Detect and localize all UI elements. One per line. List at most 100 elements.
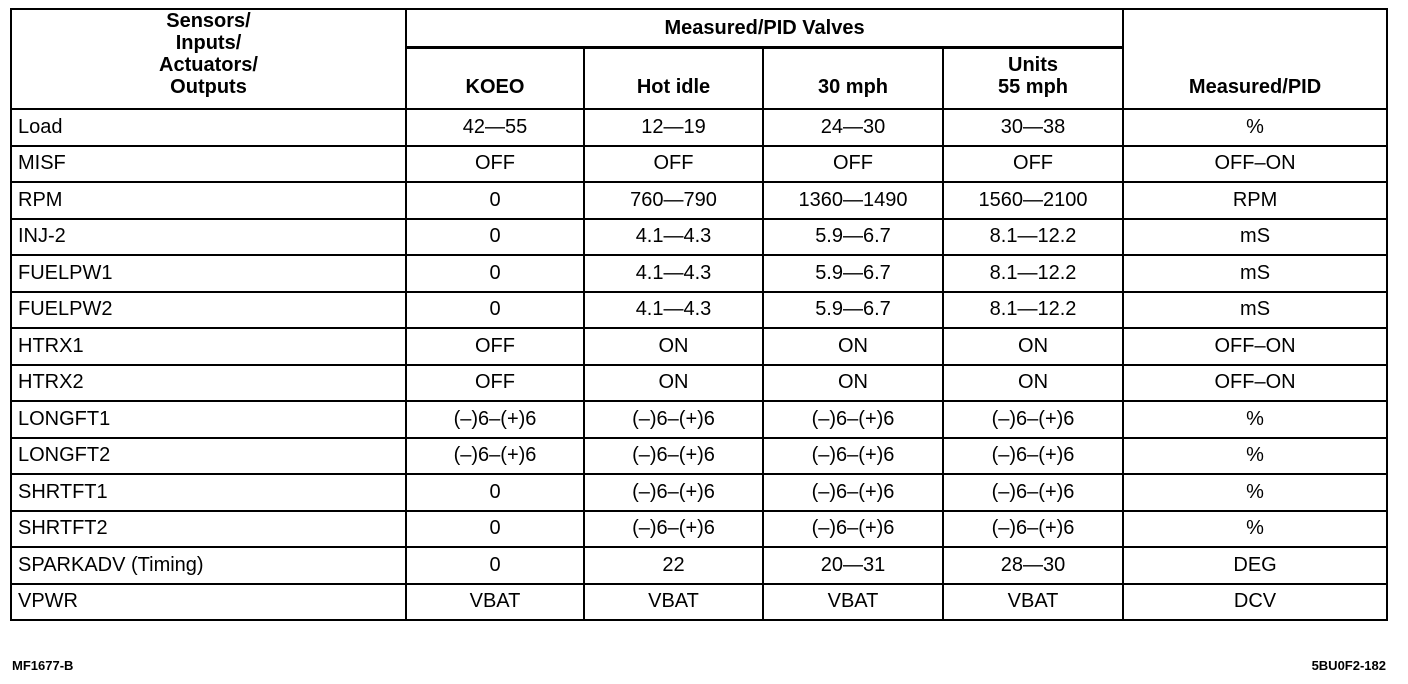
header-cell: KOEO [405,46,585,110]
table-header: Sensors/Inputs/Actuators/Outputs Measure… [10,8,1389,110]
cell: DCV [1122,582,1389,621]
cell: RPM [1122,181,1389,220]
cell: OFF [405,327,585,366]
cell: 8.1—12.2 [941,217,1125,256]
header-line: Inputs/ [175,32,242,54]
header-line: Outputs [170,76,247,98]
cell: (–)6–(+)6 [583,400,764,439]
header-line: 55 mph [998,76,1069,98]
cell: 760—790 [583,181,764,220]
cell: DEG [1122,546,1389,585]
cell: (–)6–(+)6 [583,436,764,475]
table-row: FUELPW1 0 4.1—4.3 5.9—6.7 8.1—12.2 mS [10,254,1389,293]
table-row: SHRTFT2 0 (–)6–(+)6 (–)6–(+)6 (–)6–(+)6% [10,509,1389,548]
table-row: Load 42—55 12—19 24—30 30—38% [10,108,1389,147]
table-row: HTRX2 OFF ON ON ON OFF–ON [10,363,1389,402]
cell: ON [762,327,944,366]
header-line: Actuators/ [159,54,258,76]
cell: ON [583,363,764,402]
cell: (–)6–(+)6 [405,436,585,475]
row-label: SHRTFT1 [10,473,407,512]
table-row: HTRX1 OFF ON ON ON OFF–ON [10,327,1389,366]
row-label: LONGFT2 [10,436,407,475]
cell: (–)6–(+)6 [941,509,1125,548]
row-label: RPM [10,181,407,220]
header-line: Sensors/ [166,10,251,32]
cell: 8.1—12.2 [941,254,1125,293]
header-cell: Measured/PID [1122,8,1389,110]
cell: (–)6–(+)6 [941,400,1125,439]
cell: (–)6–(+)6 [583,509,764,548]
header-cell: Sensors/Inputs/Actuators/Outputs [10,8,407,110]
row-label: SHRTFT2 [10,509,407,548]
cell: 0 [405,473,585,512]
cell: % [1122,473,1389,512]
header-line: Hot idle [636,76,711,98]
header-cell: Hot idle [583,46,764,110]
cell: OFF [405,144,585,183]
row-label: SPARKADV (Timing) [10,546,407,585]
header-line: KOEO [465,76,525,98]
cell: 42—55 [405,108,585,147]
cell: VBAT [762,582,944,621]
cell: % [1122,436,1389,475]
cell: 20—31 [762,546,944,585]
header-line: Units [1008,54,1059,76]
cell: 30—38 [941,108,1125,147]
cell: OFF–ON [1122,144,1389,183]
cell: OFF [405,363,585,402]
row-label: Load [10,108,407,147]
cell: ON [941,327,1125,366]
cell: 4.1—4.3 [583,254,764,293]
cell: 1360—1490 [762,181,944,220]
cell: (–)6–(+)6 [762,436,944,475]
cell: (–)6–(+)6 [941,436,1125,475]
cell: OFF–ON [1122,327,1389,366]
cell: % [1122,509,1389,548]
row-label: MISF [10,144,407,183]
cell: mS [1122,254,1389,293]
header-cell: 30 mph [762,46,944,110]
row-label: HTRX1 [10,327,407,366]
header-line: Measured/PID [1188,76,1322,98]
cell: ON [941,363,1125,402]
row-label: VPWR [10,582,407,621]
cell: 12—19 [583,108,764,147]
table-row: INJ-2 0 4.1—4.3 5.9—6.7 8.1—12.2 mS [10,217,1389,256]
cell: OFF [583,144,764,183]
spec-table: Sensors/Inputs/Actuators/Outputs Measure… [10,8,1389,621]
table-row: FUELPW2 0 4.1—4.3 5.9—6.7 8.1—12.2 mS [10,290,1389,329]
cell: VBAT [941,582,1125,621]
cell: (–)6–(+)6 [405,400,585,439]
cell: OFF [762,144,944,183]
cell: 1560—2100 [941,181,1125,220]
cell: mS [1122,217,1389,256]
table-row: LONGFT1 (–)6–(+)6 (–)6–(+)6 (–)6–(+)6 (–)6–(… [10,400,1389,439]
cell: 4.1—4.3 [583,290,764,329]
cell: ON [762,363,944,402]
cell: % [1122,400,1389,439]
cell: 5.9—6.7 [762,290,944,329]
cell: 0 [405,509,585,548]
cell: OFF [941,144,1125,183]
row-label: HTRX2 [10,363,407,402]
table-row: VPWR VBAT VBAT VBAT VBAT DCV [10,582,1389,621]
row-label: FUELPW2 [10,290,407,329]
table-row: MISF OFF OFF OFF OFF OFF–ON [10,144,1389,183]
table-row: SPARKADV (Timing) 0 22 20—31 28—30 DEG [10,546,1389,585]
cell: VBAT [583,582,764,621]
row-label: LONGFT1 [10,400,407,439]
figure-code: 5BU0F2-182 [1311,658,1386,673]
cell: 0 [405,217,585,256]
figure-id: MF1677-B [12,658,74,673]
header-row: KOEO Hot idle 30 mph Units 55 mph [11,46,1387,110]
table-row: LONGFT2 (–)6–(+)6 (–)6–(+)6 (–)6–(+)6 (–)6–(… [10,436,1389,475]
cell: (–)6–(+)6 [762,509,944,548]
cell: % [1122,108,1389,147]
cell: (–)6–(+)6 [941,473,1125,512]
group-header: Measured/PID Valves [404,8,1125,49]
cell: 0 [405,546,585,585]
cell: 24—30 [762,108,944,147]
cell: (–)6–(+)6 [762,400,944,439]
cell: 5.9—6.7 [762,254,944,293]
